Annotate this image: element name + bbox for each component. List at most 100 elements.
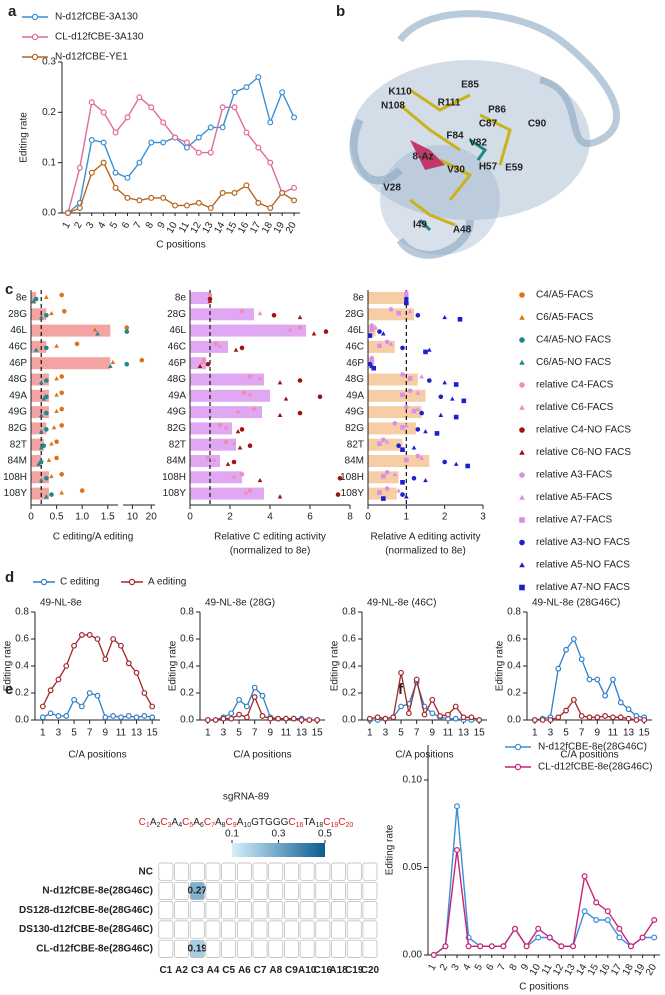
- x-tick-label: 3: [383, 728, 389, 739]
- point: [124, 325, 130, 330]
- point: [519, 584, 525, 591]
- point: [519, 539, 525, 546]
- point: [398, 703, 404, 710]
- point: [94, 636, 101, 642]
- point: [578, 656, 585, 663]
- bar: [190, 292, 210, 304]
- point: [277, 494, 283, 499]
- legend-label: C4/A5-FACS: [536, 290, 594, 301]
- residue-label: E85: [461, 80, 479, 91]
- point: [593, 899, 600, 906]
- heatmap-cell: [346, 901, 362, 920]
- legend-label: relative A3-NO FACS: [536, 537, 630, 548]
- point: [291, 114, 298, 121]
- point: [633, 717, 640, 723]
- point: [369, 359, 375, 365]
- point: [535, 934, 542, 941]
- legend-label: relative C4-NO FACS: [536, 425, 631, 436]
- point: [54, 392, 59, 397]
- point: [205, 455, 211, 461]
- point: [547, 717, 554, 723]
- x-tick-label: 4: [96, 220, 109, 231]
- sequence-base: A: [309, 817, 316, 828]
- point: [374, 714, 381, 721]
- point: [236, 711, 242, 718]
- panel-letter: c: [5, 281, 13, 298]
- sequence-index: 18: [315, 822, 323, 829]
- point: [283, 715, 289, 722]
- point: [488, 943, 495, 950]
- point: [438, 412, 444, 417]
- x-tick-label: 9: [156, 220, 169, 231]
- legend-label: relative A7-FACS: [536, 515, 612, 526]
- point: [602, 713, 609, 719]
- column-label: A8: [269, 965, 282, 976]
- sequence-index: 10: [243, 822, 251, 829]
- x-axis-label: Relative C editing activity: [214, 532, 326, 543]
- y-axis-label: Editing rate: [330, 640, 341, 691]
- category-label: 48G: [8, 374, 27, 385]
- point: [377, 441, 382, 446]
- point: [54, 343, 59, 348]
- heatmap-cell: [221, 920, 237, 939]
- point: [277, 412, 283, 417]
- heatmap-cell: [331, 939, 346, 958]
- point: [539, 717, 546, 723]
- legend-label: relative C6-NO FACS: [536, 447, 631, 458]
- x-tick-label: 13: [296, 728, 308, 739]
- column-label: C19: [345, 965, 364, 976]
- point: [38, 380, 44, 385]
- point: [415, 406, 421, 411]
- point: [369, 327, 375, 332]
- heatmap-cell: [284, 939, 299, 958]
- sequence-base: A: [150, 817, 157, 828]
- bar: [368, 406, 422, 419]
- x-tick-label: 7: [252, 728, 258, 739]
- x-tick-label: 5: [473, 962, 486, 973]
- x-tick-label: 15: [224, 220, 239, 236]
- legend-label: relative A5-FACS: [536, 492, 612, 503]
- heatmap-title: sgRNA-89: [223, 792, 270, 803]
- x-tick-label: 13: [623, 728, 635, 739]
- category-label: 46L: [10, 325, 27, 336]
- row-label: DS128-d12fCBE-8e(28G46C): [19, 905, 153, 916]
- point: [415, 453, 421, 459]
- point: [404, 494, 409, 499]
- sequence-base: C: [160, 817, 167, 828]
- x-tick-label: 2: [438, 962, 451, 973]
- x-tick-label: 15: [147, 728, 159, 739]
- point: [396, 488, 401, 493]
- y-tick-label: 0.4: [15, 661, 29, 672]
- point: [195, 199, 202, 206]
- y-tick-label: 0.2: [507, 688, 521, 699]
- point: [369, 323, 375, 328]
- category-label: 108Y: [341, 488, 365, 499]
- heatmap-cell: [299, 939, 315, 958]
- heatmap-cell: [331, 862, 346, 881]
- bar: [190, 406, 262, 419]
- point: [367, 333, 373, 338]
- point: [79, 488, 85, 493]
- point: [371, 365, 377, 371]
- point: [384, 439, 390, 444]
- point: [297, 315, 303, 320]
- category-label: 46P: [168, 358, 186, 369]
- bar: [31, 308, 47, 321]
- point: [381, 437, 386, 443]
- x-tick-label: 17: [609, 962, 624, 978]
- point: [148, 194, 155, 201]
- y-tick-label: 0.6: [15, 634, 29, 645]
- point: [442, 459, 447, 465]
- point: [384, 470, 390, 475]
- point: [271, 313, 277, 318]
- point: [39, 714, 46, 721]
- panel-letter: f: [398, 681, 404, 698]
- point: [38, 315, 44, 320]
- point: [442, 315, 447, 320]
- point: [136, 94, 143, 101]
- y-tick-label: 0.0: [42, 208, 56, 219]
- point: [237, 445, 243, 450]
- heatmap-cell: [205, 920, 221, 939]
- heatmap-cell: [236, 920, 252, 939]
- point: [400, 447, 405, 452]
